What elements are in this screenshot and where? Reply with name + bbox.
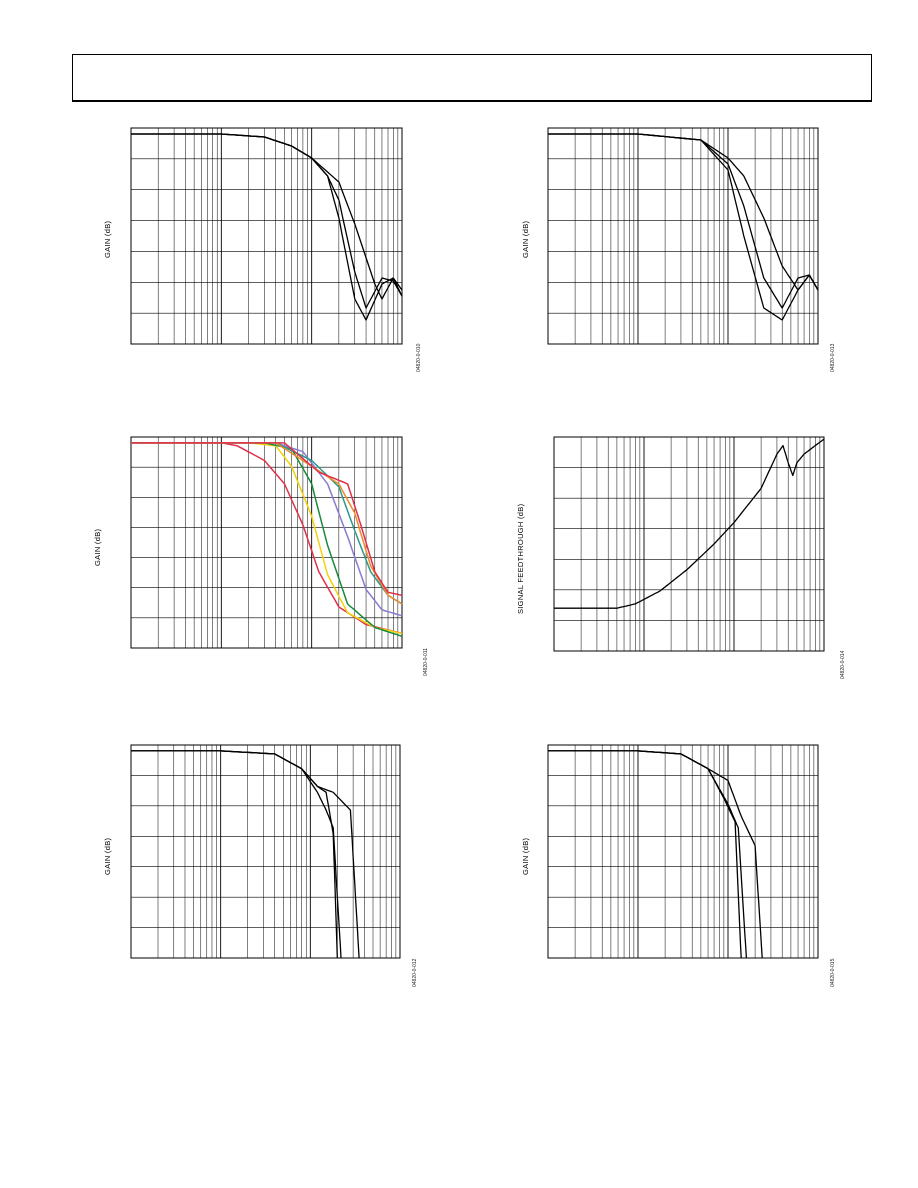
series-line-3 xyxy=(548,750,763,959)
plot-frame xyxy=(130,127,403,345)
figure-id: 04820-0-013 xyxy=(830,343,836,372)
plot-frame xyxy=(547,127,819,345)
series-line-3 xyxy=(131,133,403,309)
figure-id: 04820-0-011 xyxy=(423,648,429,676)
y-axis-label: GAIN (dB) xyxy=(521,837,530,875)
plot-frame xyxy=(130,744,401,959)
chart-c1 xyxy=(130,127,403,345)
series-line-3 xyxy=(131,442,403,638)
series-line-3 xyxy=(131,750,360,959)
series-line-2 xyxy=(131,750,342,959)
page-header-box xyxy=(72,54,872,102)
chart-c2 xyxy=(547,127,819,345)
series-line-2 xyxy=(548,133,819,309)
series-line-2 xyxy=(548,750,748,959)
chart-c3 xyxy=(130,436,403,649)
y-axis-label: GAIN (dB) xyxy=(93,528,102,566)
figure-id: 04820-0-014 xyxy=(840,650,846,679)
chart-c5 xyxy=(130,744,401,959)
series-line-1 xyxy=(548,750,742,959)
figure-id: 04820-0-012 xyxy=(412,958,418,987)
y-axis-label: SIGNAL FEEDTHROUGH (dB) xyxy=(516,503,525,614)
series-line-6 xyxy=(131,442,403,605)
plot-frame xyxy=(547,744,819,959)
plot-frame xyxy=(553,436,825,652)
series-line-1 xyxy=(548,133,819,291)
figure-id: 04820-0-010 xyxy=(416,343,422,372)
series-line-3 xyxy=(548,133,819,321)
y-axis-label: GAIN (dB) xyxy=(103,220,112,258)
series-line-1 xyxy=(131,442,403,635)
y-axis-label: GAIN (dB) xyxy=(103,837,112,875)
y-axis-label: GAIN (dB) xyxy=(521,220,530,258)
series-line-1 xyxy=(554,438,825,609)
series-line-7 xyxy=(131,442,403,597)
series-line-2 xyxy=(131,442,403,635)
chart-c6 xyxy=(547,744,819,959)
plot-frame xyxy=(130,436,403,649)
figure-id: 04820-0-015 xyxy=(830,958,836,987)
chart-c4 xyxy=(553,436,825,652)
